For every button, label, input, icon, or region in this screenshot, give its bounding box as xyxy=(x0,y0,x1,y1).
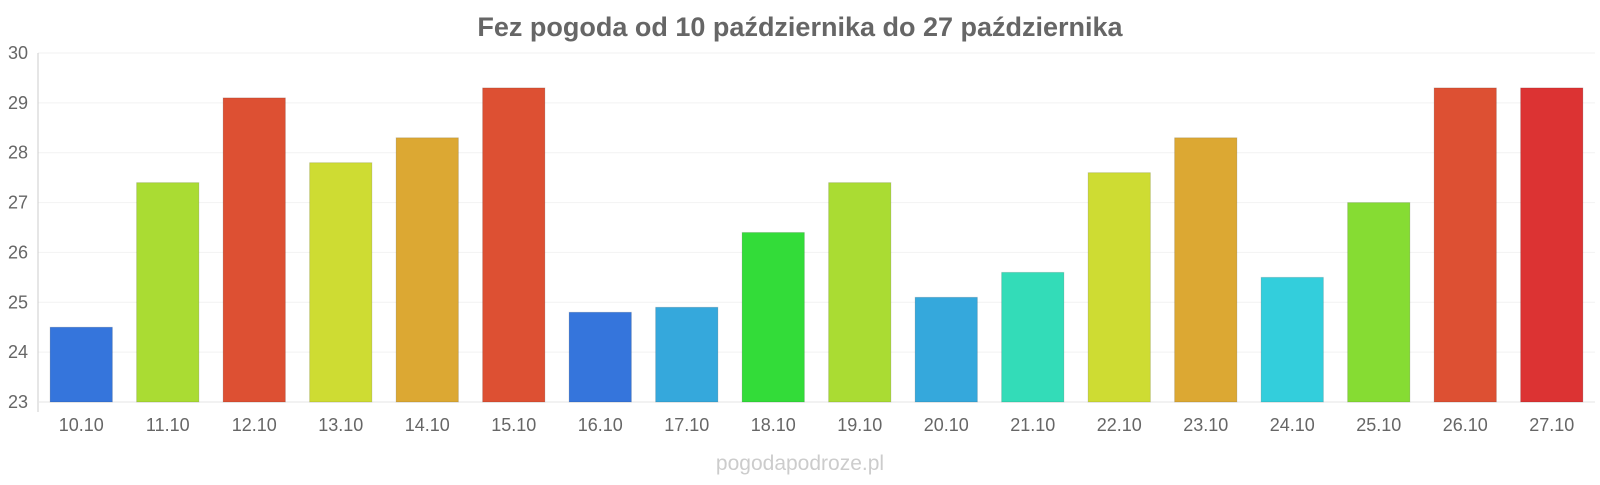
y-tick-label: 26 xyxy=(8,242,28,262)
bar xyxy=(1001,271,1065,403)
bars xyxy=(49,87,1584,403)
x-axis-ticks: 10.10 11.10 12.10 13.10 14.10 15.10 16.10 17.10… xyxy=(59,415,1575,435)
x-tick-label: 12.10 xyxy=(232,415,277,435)
x-tick-label: 14.10 xyxy=(405,415,450,435)
x-tick-label: 21.10 xyxy=(1010,415,1055,435)
x-tick-label: 25.10 xyxy=(1356,415,1401,435)
x-tick-label: 18.10 xyxy=(751,415,796,435)
watermark: pogodapodroze.pl xyxy=(716,452,884,475)
bar xyxy=(136,182,200,403)
y-tick-label: 24 xyxy=(8,342,28,362)
y-tick-label: 30 xyxy=(8,43,28,63)
x-tick-label: 22.10 xyxy=(1097,415,1142,435)
y-tick-label: 27 xyxy=(8,193,28,213)
x-tick-label: 20.10 xyxy=(924,415,969,435)
x-tick-label: 11.10 xyxy=(146,415,190,435)
y-tick-label: 28 xyxy=(8,143,28,163)
bar xyxy=(395,137,459,403)
axes xyxy=(37,53,1595,412)
gridlines xyxy=(38,52,1595,403)
bar xyxy=(1260,276,1324,403)
bar xyxy=(482,87,546,403)
x-tick-label: 24.10 xyxy=(1270,415,1315,435)
y-axis-ticks: 23 24 25 26 27 28 29 30 xyxy=(8,43,28,412)
x-tick-label: 10.10 xyxy=(59,415,104,435)
bar xyxy=(222,97,286,403)
bar xyxy=(1347,202,1411,403)
bar xyxy=(828,182,892,403)
bar xyxy=(1520,87,1584,403)
x-tick-label: 16.10 xyxy=(578,415,623,435)
chart-title: Fez pogoda od 10 października do 27 paźd… xyxy=(477,12,1123,42)
x-tick-label: 17.10 xyxy=(664,415,709,435)
bar xyxy=(1087,172,1151,403)
y-tick-label: 25 xyxy=(8,292,28,312)
y-tick-label: 29 xyxy=(8,93,28,113)
x-tick-label: 15.10 xyxy=(491,415,536,435)
bar xyxy=(49,326,113,403)
bar xyxy=(568,311,632,403)
bar xyxy=(1174,137,1238,403)
bar xyxy=(309,162,373,403)
x-tick-label: 13.10 xyxy=(318,415,363,435)
bar xyxy=(655,306,719,403)
bar xyxy=(914,296,978,403)
x-tick-label: 19.10 xyxy=(837,415,882,435)
y-tick-label: 23 xyxy=(8,392,28,412)
bar xyxy=(1433,87,1497,403)
x-tick-label: 26.10 xyxy=(1443,415,1488,435)
bar xyxy=(741,231,805,403)
x-tick-label: 27.10 xyxy=(1529,415,1574,435)
x-tick-label: 23.10 xyxy=(1183,415,1228,435)
